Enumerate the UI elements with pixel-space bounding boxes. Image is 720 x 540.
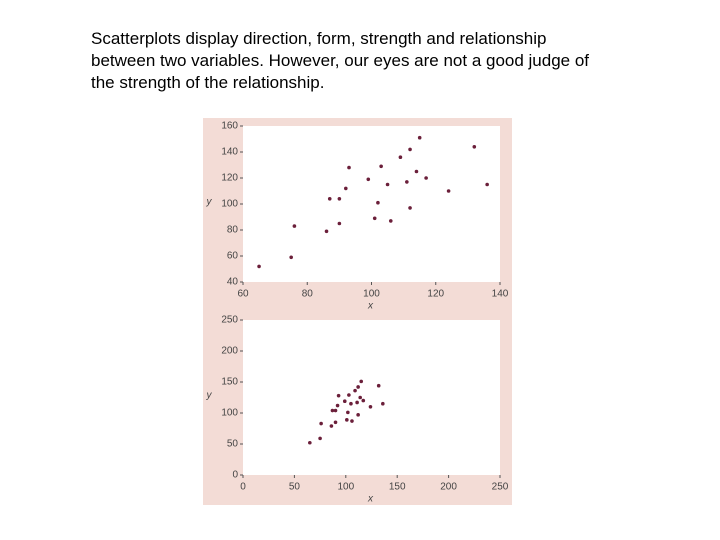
point: [355, 400, 359, 405]
y-axis-label: y: [206, 390, 213, 401]
point: [376, 200, 380, 205]
point: [327, 197, 332, 201]
point: [372, 216, 377, 221]
point: [347, 165, 351, 170]
y-tick-label: 250: [221, 315, 238, 326]
point: [358, 395, 362, 400]
point: [417, 135, 422, 140]
body-line: Scatterplots display direction, form, st…: [91, 29, 547, 48]
x-tick-label: 140: [492, 289, 509, 300]
y-tick-label: 80: [227, 225, 239, 236]
point: [350, 419, 354, 423]
point: [366, 177, 371, 182]
x-tick-label: 60: [237, 289, 249, 300]
body-text: Scatterplots display direction, form, st…: [91, 28, 589, 94]
point: [333, 420, 338, 425]
y-axis-label: y: [206, 197, 213, 208]
point: [446, 189, 451, 193]
x-tick-label: 100: [337, 482, 354, 493]
point: [472, 145, 477, 149]
point: [347, 393, 351, 397]
x-axis-label: x: [367, 301, 374, 312]
x-tick-label: 80: [302, 289, 314, 300]
point: [345, 418, 349, 422]
x-axis-label: x: [367, 494, 374, 505]
y-tick-label: 40: [227, 277, 239, 288]
point: [381, 401, 385, 406]
point: [356, 385, 360, 389]
point: [408, 147, 412, 152]
point: [289, 255, 293, 260]
point: [349, 401, 353, 406]
y-tick-label: 150: [221, 377, 238, 388]
y-tick-label: 200: [221, 346, 238, 357]
y-tick-label: 0: [232, 470, 238, 481]
point: [318, 436, 322, 441]
point: [388, 219, 393, 223]
y-tick-label: 100: [221, 408, 238, 419]
point: [308, 440, 312, 445]
y-tick-label: 50: [227, 439, 239, 450]
point: [336, 393, 341, 398]
point: [368, 405, 373, 409]
x-tick-label: 150: [389, 482, 406, 493]
plot-area: [243, 320, 500, 475]
point: [337, 197, 342, 201]
point: [398, 155, 403, 159]
point: [329, 424, 334, 428]
point: [485, 182, 489, 187]
x-tick-label: 0: [240, 482, 246, 493]
point: [414, 169, 419, 174]
point: [424, 176, 428, 180]
y-tick-label: 100: [221, 199, 238, 210]
point: [359, 379, 364, 384]
point: [353, 388, 357, 393]
y-tick-label: 160: [221, 121, 238, 132]
point: [361, 398, 366, 403]
point: [342, 399, 347, 404]
point: [292, 224, 297, 228]
point: [333, 408, 338, 413]
point: [376, 383, 381, 388]
plot-area: [243, 126, 500, 282]
point: [335, 403, 340, 408]
point: [257, 264, 261, 269]
point: [356, 413, 360, 417]
body-line: between two variables. However, our eyes…: [91, 51, 590, 70]
point: [319, 421, 323, 426]
y-tick-label: 120: [221, 173, 238, 184]
point: [330, 408, 335, 413]
x-tick-label: 50: [289, 482, 301, 493]
y-tick-label: 140: [221, 147, 238, 158]
point: [344, 186, 348, 191]
point: [337, 221, 342, 226]
point: [324, 229, 329, 234]
x-tick-label: 250: [492, 482, 509, 493]
x-tick-label: 100: [363, 289, 380, 300]
point: [385, 182, 390, 187]
y-tick-label: 60: [227, 251, 239, 262]
x-tick-label: 120: [427, 289, 444, 300]
point: [405, 180, 409, 184]
point: [408, 206, 412, 210]
point: [379, 164, 383, 169]
body-line: the strength of the relationship.: [91, 73, 325, 92]
point: [346, 410, 350, 415]
x-tick-label: 200: [440, 482, 457, 493]
